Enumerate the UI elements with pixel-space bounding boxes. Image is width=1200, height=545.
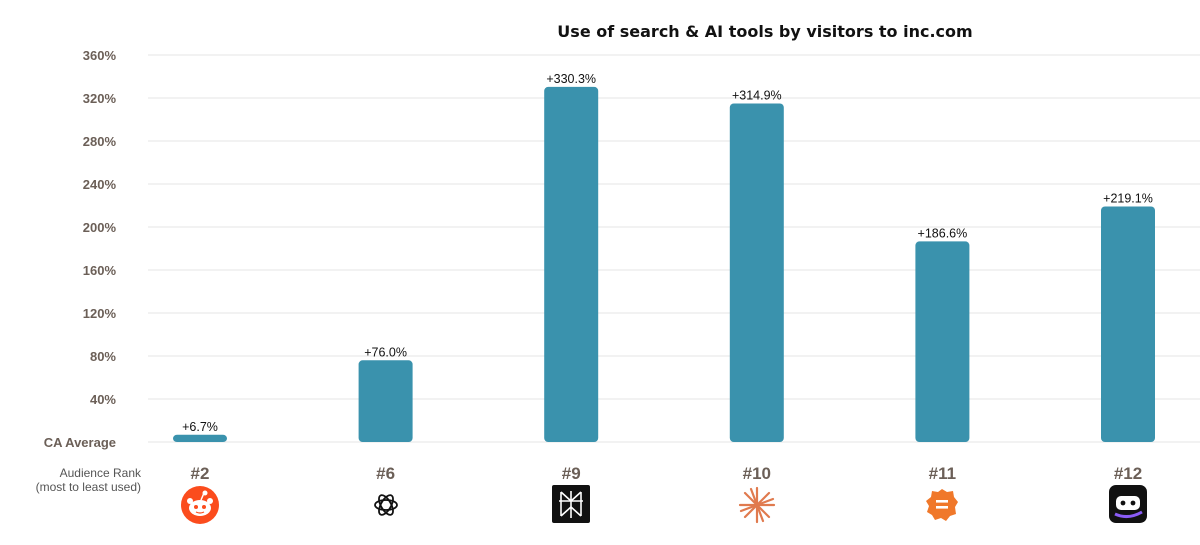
bars <box>173 86 1155 443</box>
chatgpt-icon <box>374 494 398 516</box>
chat-bubble-icon <box>926 489 958 521</box>
reddit-icon <box>181 486 219 524</box>
data-labels: +6.7% +76.0% +330.3% +314.9% +186.6% +219.1% <box>182 72 1153 434</box>
y-axis-ticks: CA Average 40% 80% 120% 160% 200% 240% 280% 320%… <box>44 48 117 450</box>
bar <box>358 360 413 442</box>
bar <box>1101 206 1155 442</box>
category-label: #10 <box>743 464 771 483</box>
y-tick-label: 240% <box>83 177 117 192</box>
perplexity-icon <box>552 485 590 523</box>
y-tick-label: 80% <box>90 349 116 364</box>
data-label: +219.1% <box>1103 191 1153 205</box>
y-tick-label: 280% <box>83 134 117 149</box>
y-tick-label: CA Average <box>44 435 116 450</box>
rank-labels: Audience Rank (most to least used) #2 #6 #… <box>36 464 1143 494</box>
category-label: #11 <box>929 464 956 483</box>
robot-icon <box>1109 485 1147 523</box>
data-label: +314.9% <box>732 88 782 102</box>
y-tick-label: 200% <box>83 220 117 235</box>
claude-icon <box>738 486 776 524</box>
icons <box>181 485 1147 524</box>
data-label: +330.3% <box>546 72 596 86</box>
category-label: #12 <box>1114 464 1142 483</box>
data-label: +76.0% <box>364 345 407 359</box>
y-tick-label: 160% <box>83 263 117 278</box>
data-label: +6.7% <box>182 420 218 434</box>
data-label: +186.6% <box>918 226 968 240</box>
y-tick-label: 320% <box>83 91 117 106</box>
y-tick-label: 360% <box>83 48 117 63</box>
grid-layer <box>148 54 1200 443</box>
rank-caption-line-1: Audience Rank <box>60 466 142 480</box>
category-label: #2 <box>191 464 210 483</box>
rank-caption-line-2: (most to least used) <box>36 480 141 494</box>
bar <box>915 241 970 442</box>
chart-title: Use of search & AI tools by visitors to … <box>557 22 972 41</box>
bar <box>729 103 784 443</box>
bar <box>544 86 599 443</box>
category-label: #6 <box>376 464 395 483</box>
y-tick-label: 40% <box>90 392 116 407</box>
bar <box>173 434 227 442</box>
category-label: #9 <box>562 464 581 483</box>
y-tick-label: 120% <box>83 306 117 321</box>
